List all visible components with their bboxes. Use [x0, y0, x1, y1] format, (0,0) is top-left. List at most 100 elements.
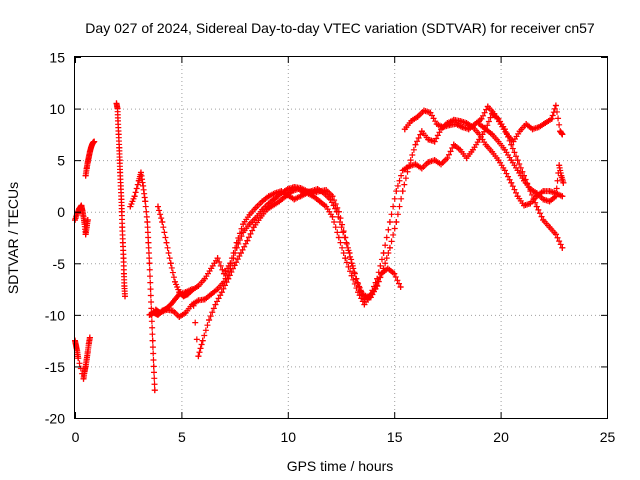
- data-point: [399, 167, 406, 174]
- data-point: [82, 172, 89, 179]
- data-point: [81, 368, 88, 375]
- data-point: [380, 249, 387, 256]
- data-point: [314, 186, 321, 193]
- data-point: [559, 131, 566, 138]
- data-point: [495, 138, 502, 145]
- data-point: [491, 110, 498, 117]
- y-tick-label: 15: [49, 50, 65, 66]
- data-point: [542, 120, 549, 127]
- data-point: [83, 356, 90, 363]
- data-point: [115, 131, 122, 138]
- data-point: [301, 190, 308, 197]
- data-point: [559, 193, 566, 200]
- data-point: [246, 221, 253, 228]
- data-point: [121, 282, 128, 289]
- data-point: [78, 202, 85, 209]
- data-point: [208, 291, 215, 298]
- data-point: [131, 193, 138, 200]
- data-point: [425, 136, 432, 143]
- data-point: [342, 255, 349, 262]
- data-point: [463, 120, 470, 127]
- data-point: [521, 202, 528, 209]
- data-point: [149, 337, 156, 344]
- data-point: [284, 186, 291, 193]
- data-point: [412, 161, 419, 168]
- data-point: [386, 244, 393, 251]
- data-point: [558, 172, 565, 179]
- data-point: [84, 216, 91, 223]
- data-point: [252, 204, 259, 211]
- data-point: [159, 307, 166, 314]
- series-track-d: [401, 102, 566, 145]
- data-point: [418, 165, 425, 172]
- data-point: [87, 144, 94, 151]
- data-point: [85, 340, 92, 347]
- data-point: [220, 270, 227, 277]
- data-point: [90, 139, 97, 146]
- data-point: [127, 203, 134, 210]
- data-point: [91, 138, 98, 145]
- data-point: [150, 363, 157, 370]
- series-track-b: [154, 110, 566, 308]
- data-point: [316, 198, 323, 205]
- data-point: [465, 126, 472, 133]
- data-point: [117, 169, 124, 176]
- data-point: [510, 138, 517, 145]
- data-point: [440, 124, 447, 131]
- data-point: [540, 216, 547, 223]
- data-point: [206, 317, 213, 324]
- data-point: [76, 205, 83, 212]
- data-point: [348, 272, 355, 279]
- data-point: [431, 157, 438, 164]
- data-point: [508, 157, 515, 164]
- y-tick-label: 5: [57, 153, 65, 169]
- data-point: [246, 211, 253, 218]
- axes: 0 5 10 15 20 25 -20 -15 -10 -5 0 5 10 15: [45, 50, 616, 446]
- data-point: [361, 301, 368, 308]
- data-point: [214, 286, 221, 293]
- data-point: [145, 239, 152, 246]
- data-point: [163, 305, 170, 312]
- data-point: [74, 347, 81, 354]
- series-spike-2h: [113, 100, 129, 300]
- data-point: [444, 155, 451, 162]
- data-point: [333, 208, 340, 215]
- data-point: [272, 195, 279, 202]
- data-point: [227, 260, 234, 267]
- data-point: [295, 186, 302, 193]
- data-point: [446, 122, 453, 129]
- x-tick-label: 25: [600, 429, 616, 445]
- data-point: [391, 270, 398, 277]
- data-point: [540, 196, 547, 203]
- data-point: [503, 131, 510, 138]
- data-point: [508, 179, 515, 186]
- data-point: [80, 375, 87, 382]
- data-point: [84, 348, 91, 355]
- data-point: [425, 159, 432, 166]
- data-point: [431, 138, 438, 145]
- y-tick-label: -5: [53, 256, 66, 272]
- data-point: [167, 260, 174, 267]
- data-point: [408, 117, 415, 124]
- data-point: [501, 167, 508, 174]
- data-point: [346, 249, 353, 256]
- data-point: [397, 284, 404, 291]
- data-point: [137, 169, 144, 176]
- data-point: [418, 128, 425, 135]
- data-point: [80, 213, 87, 220]
- data-point: [289, 188, 296, 195]
- data-point: [386, 219, 393, 226]
- series-markers: [127, 169, 158, 394]
- y-tick-label: -15: [45, 359, 65, 375]
- data-point: [75, 355, 82, 362]
- data-point: [119, 239, 126, 246]
- data-point: [393, 188, 400, 195]
- y-tick-label: -10: [45, 307, 65, 323]
- data-point: [120, 270, 127, 277]
- data-point: [401, 126, 408, 133]
- data-point: [359, 291, 366, 298]
- data-point: [372, 286, 379, 293]
- data-point: [257, 214, 264, 221]
- data-point: [406, 163, 413, 170]
